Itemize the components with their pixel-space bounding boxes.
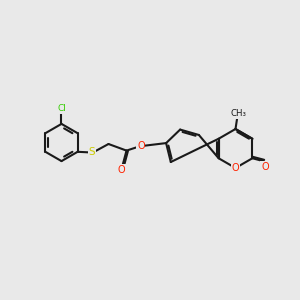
Text: S: S	[89, 147, 95, 158]
Text: O: O	[137, 141, 145, 151]
Text: O: O	[118, 165, 125, 175]
Text: CH₃: CH₃	[230, 110, 247, 118]
Text: O: O	[261, 162, 269, 172]
Text: Cl: Cl	[57, 104, 66, 113]
Text: O: O	[232, 163, 240, 173]
